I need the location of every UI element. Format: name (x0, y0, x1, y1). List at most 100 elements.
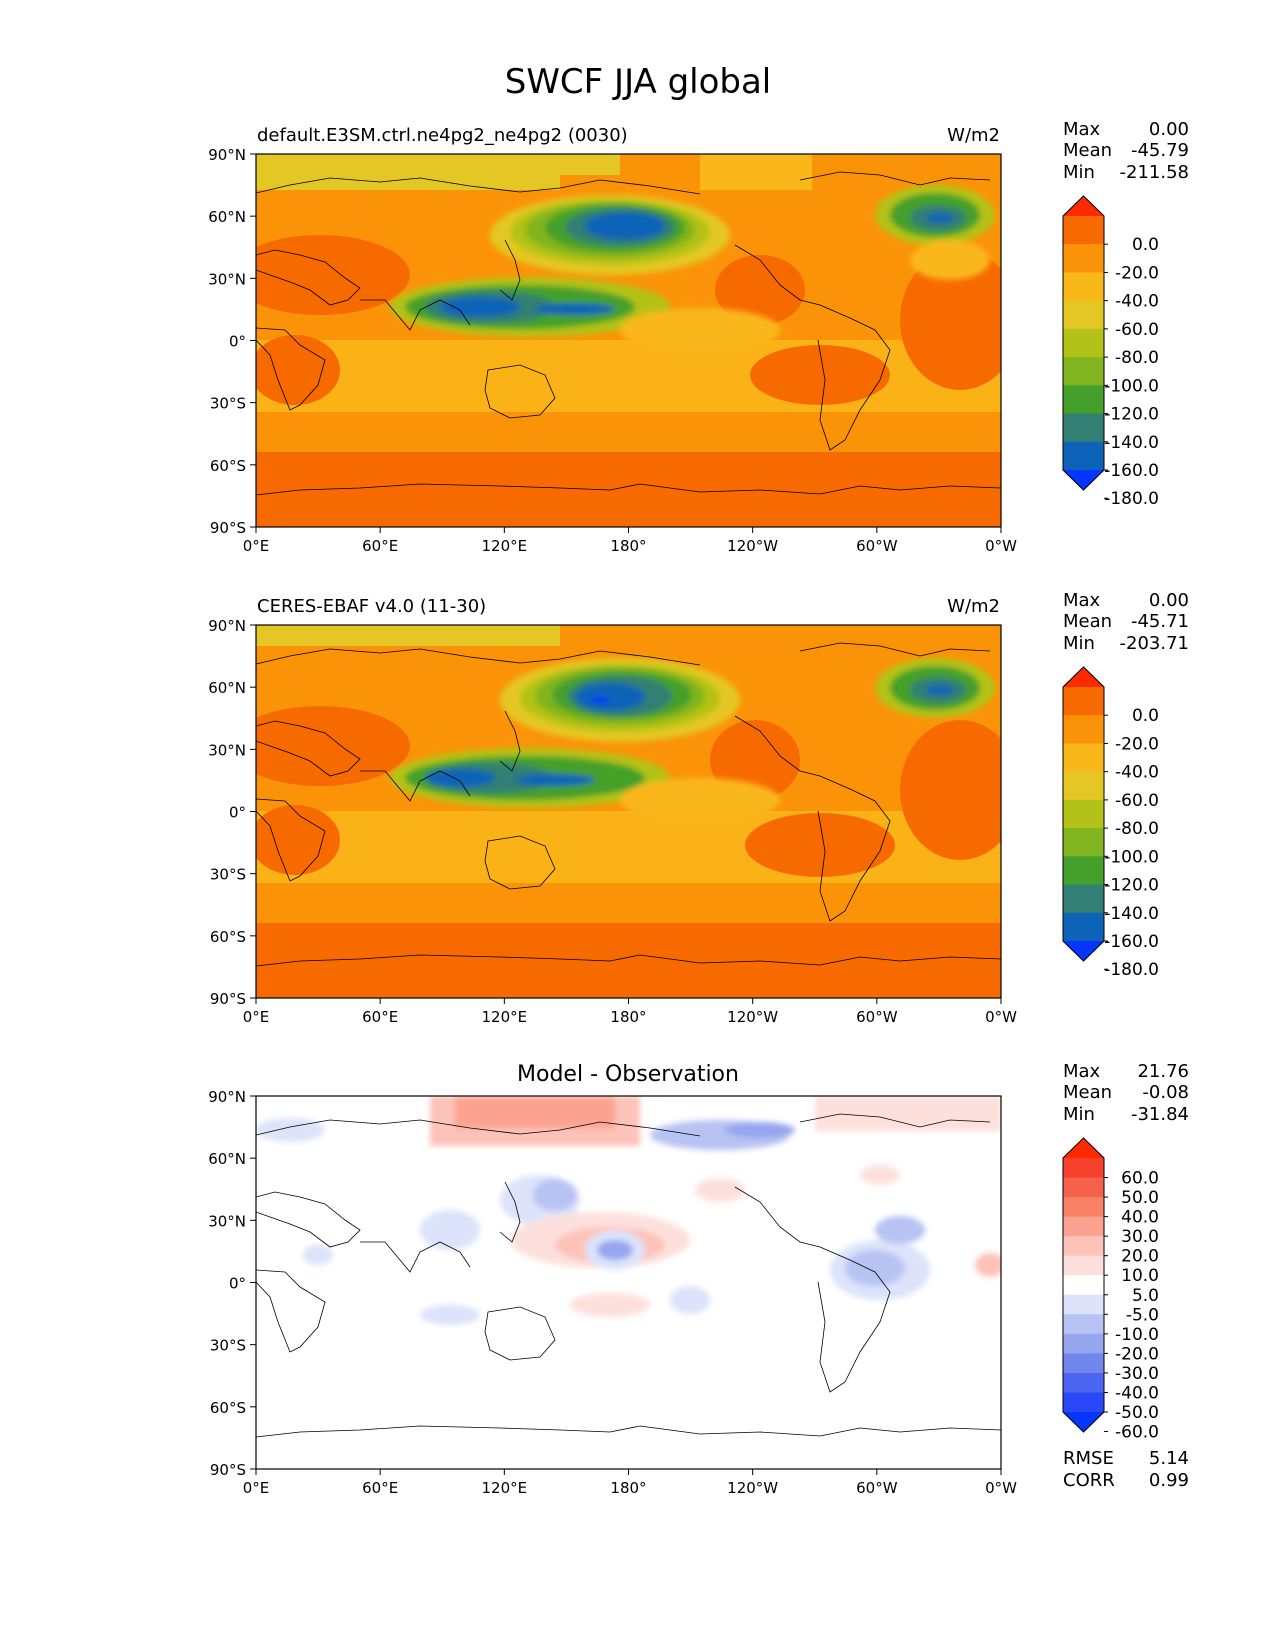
colorbar-tick-label: -40.0 (1115, 1383, 1159, 1403)
panel-left-title: CERES-EBAF v4.0 (11-30) (257, 596, 486, 617)
lon-tick-label: 60°E (362, 1008, 398, 1026)
stat-mean-label: Mean (1063, 611, 1112, 632)
lat-tick-label: 60°N (208, 1150, 246, 1168)
lon-axis: 0°E 60°E 120°E 180° 120°W 60°W 0°W (243, 527, 1017, 555)
colorbar-tick-label: 60.0 (1121, 1169, 1159, 1189)
stat-min-label: Min (1063, 633, 1095, 654)
map-field (256, 154, 1001, 527)
lat-tick-label: 0° (229, 333, 246, 351)
corr-label: CORR (1063, 1470, 1115, 1491)
colorbar-segment (1063, 1158, 1104, 1179)
colorbar-segment (1063, 1314, 1104, 1335)
lon-tick-label: 120°W (727, 537, 778, 555)
colorbar-segment (1063, 828, 1104, 857)
colorbar-tick-label: 0.0 (1132, 706, 1159, 726)
colorbar-segment (1063, 771, 1104, 801)
colorbar-tick-label: -30.0 (1115, 1364, 1159, 1384)
colorbar-extend-bottom (1063, 470, 1104, 490)
lat-axis: 90°N 60°N 30°N 0° 30°S 60°S 90°S (208, 146, 256, 537)
colorbar-segment (1063, 1255, 1104, 1276)
lat-axis: 90°N 60°N 30°N 0° 30°S 60°S 90°S (208, 617, 256, 1008)
colorbar-tick-label: -50.0 (1115, 1403, 1159, 1423)
coastlines (256, 171, 1001, 496)
colorbar-tick-label: 0.0 (1132, 235, 1159, 255)
stats-block: Max 0.00 Mean -45.79 Min -211.58 (1063, 119, 1189, 183)
colorbar-extend-bottom (1063, 1412, 1104, 1432)
lat-tick-label: 60°S (210, 1399, 246, 1417)
lon-axis: 0°E 60°E 120°E 180° 120°W 60°W 0°W (243, 998, 1017, 1026)
colorbar-segment (1063, 385, 1104, 415)
colorbar-segment (1063, 799, 1104, 829)
lon-tick-label: 60°E (362, 1479, 398, 1497)
colorbar-tick-label: -20.0 (1115, 263, 1159, 283)
lat-tick-label: 30°N (208, 1212, 246, 1230)
lon-tick-label: 180° (610, 1008, 646, 1026)
rmse-value: 5.14 (1149, 1448, 1189, 1469)
lat-axis: 90°N 60°N 30°N 0° 30°S 60°S 90°S (208, 1088, 256, 1479)
lon-tick-label: 0°E (243, 1008, 270, 1026)
colorbar-tick-label: -120.0 (1104, 405, 1159, 425)
stat-min-value: -211.58 (1120, 162, 1189, 183)
colorbar-tick-label: -60.0 (1115, 791, 1159, 811)
colorbar-segment (1063, 413, 1104, 443)
stat-max-value: 0.00 (1149, 590, 1189, 611)
lon-tick-label: 0°W (985, 537, 1017, 555)
colorbar-tick-label: 10.0 (1121, 1266, 1159, 1286)
colorbar-tick-label: -80.0 (1115, 348, 1159, 368)
stat-mean-value: -45.79 (1131, 140, 1189, 161)
colorbar-tick-label: -120.0 (1104, 876, 1159, 896)
rmse-label: RMSE (1063, 1448, 1114, 1469)
coastlines (256, 642, 1001, 967)
coastlines (256, 1113, 1001, 1438)
colorbar-segment (1063, 272, 1104, 302)
panel-difference: Model - Observation (208, 1061, 1189, 1497)
lon-axis: 0°E 60°E 120°E 180° 120°W 60°W 0°W (243, 1469, 1017, 1497)
lat-tick-label: 60°S (210, 928, 246, 946)
lat-tick-label: 0° (229, 1275, 246, 1293)
colorbar-extend-top (1063, 196, 1104, 216)
colorbar-segment (1063, 687, 1104, 716)
lon-tick-label: 120°E (482, 1008, 528, 1026)
lat-tick-label: 30°N (208, 270, 246, 288)
lon-tick-label: 180° (610, 537, 646, 555)
panel-units: W/m2 (947, 125, 1000, 146)
stats-block: Max 21.76 Mean -0.08 Min -31.84 (1063, 1061, 1189, 1125)
lon-tick-label: 60°E (362, 537, 398, 555)
panel-left-title: default.E3SM.ctrl.ne4pg2_ne4pg2 (0030) (257, 125, 628, 146)
colorbar-segment (1063, 1177, 1104, 1198)
colorbar-tick-label: 40.0 (1121, 1208, 1159, 1228)
lon-tick-label: 120°W (727, 1479, 778, 1497)
lon-tick-label: 120°W (727, 1008, 778, 1026)
stat-max-value: 21.76 (1137, 1061, 1189, 1082)
colorbar-tick-label: -180.0 (1104, 960, 1159, 980)
colorbar: 60.050.040.030.020.010.05.0-5.0-10.0-20.… (1062, 1137, 1159, 1443)
lat-tick-label: 90°S (210, 990, 246, 1008)
colorbar-segment (1063, 1294, 1104, 1315)
lon-tick-label: 0°W (985, 1479, 1017, 1497)
colorbar-segment (1063, 1392, 1104, 1413)
lat-tick-label: 30°S (210, 866, 246, 884)
map-field (256, 1096, 1001, 1469)
stat-max-label: Max (1063, 590, 1101, 611)
colorbar-segment (1063, 1353, 1104, 1374)
colorbar-tick-label: 20.0 (1121, 1247, 1159, 1267)
lon-tick-label: 0°E (243, 537, 270, 555)
corr-value: 0.99 (1149, 1470, 1189, 1491)
colorbar-tick-label: 30.0 (1121, 1227, 1159, 1247)
colorbar-segment (1063, 1333, 1104, 1354)
lon-tick-label: 60°W (856, 537, 898, 555)
lat-tick-label: 90°N (208, 1088, 246, 1106)
stat-mean-label: Mean (1063, 1082, 1112, 1103)
colorbar-tick-label: -5.0 (1126, 1305, 1159, 1325)
colorbar-extend-top (1063, 667, 1104, 687)
figure-title: SWCF JJA global (505, 62, 772, 102)
colorbar-segment (1063, 300, 1104, 330)
colorbar-tick-label: 5.0 (1132, 1286, 1159, 1306)
lat-tick-label: 30°N (208, 741, 246, 759)
stat-max-label: Max (1063, 1061, 1101, 1082)
colorbar-tick-label: -10.0 (1115, 1325, 1159, 1345)
stat-min-value: -203.71 (1120, 633, 1189, 654)
panel-observation: CERES-EBAF v4.0 (11-30) W/m2 (208, 590, 1189, 1026)
panel-units: W/m2 (947, 596, 1000, 617)
lon-tick-label: 60°W (856, 1479, 898, 1497)
